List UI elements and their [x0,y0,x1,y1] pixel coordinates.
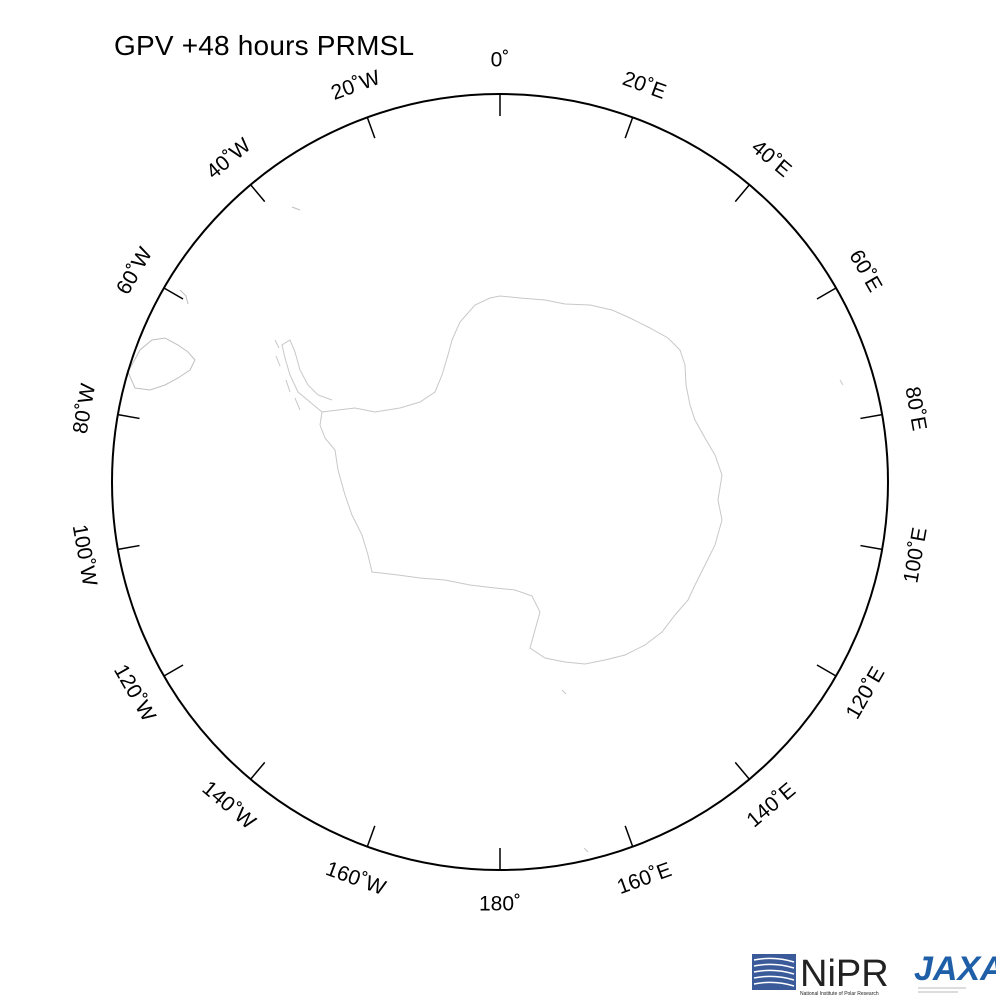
longitude-tick [366,117,376,139]
longitude-tick [163,287,184,300]
longitude-tick [860,544,883,551]
longitude-tick [250,761,266,780]
longitude-tick [163,664,184,677]
southern-south-america [127,337,196,391]
jaxa-logo: JAXA [914,950,996,993]
longitude-labels: 0˚ 20˚E 40˚E 60˚E 80˚E 100˚E 120˚E 140˚E 160˚E 18… [68,49,932,916]
antarctica-continent [319,295,723,665]
longitude-tick [117,413,140,420]
nipr-logo-text: NiPR [800,953,889,995]
longitude-tick [250,184,266,203]
longitude-label: 140˚E [742,778,800,832]
nipr-logo: NiPR National Institute of Polar Researc… [752,953,889,997]
longitude-tick [117,544,140,551]
longitude-label: 60˚W [112,243,157,298]
peninsula-islands [274,339,301,411]
longitude-label: 140˚W [198,777,260,834]
longitude-tick [860,413,883,420]
longitude-label: 120˚E [841,663,889,723]
longitude-label: 100˚W [68,523,101,588]
antarctic-peninsula [281,339,333,413]
longitude-tick [734,184,750,203]
longitude-label: 20˚E [620,67,670,104]
map-frame [111,93,889,871]
longitude-label: 80˚W [69,382,100,436]
longitude-tick [624,825,634,847]
longitude-label: 160˚W [323,857,389,900]
jaxa-logo-text: JAXA [914,950,996,988]
longitude-label: 20˚W [328,66,383,105]
logo-area: NiPR National Institute of Polar Researc… [752,950,996,997]
map-title: GPV +48 hours PRMSL [114,30,415,61]
longitude-tick [734,761,750,780]
map-boundary-circle [111,93,889,871]
longitude-label: 80˚E [900,385,930,433]
small-island [561,379,844,853]
longitude-label: 160˚E [614,858,675,899]
longitude-label: 180˚ [479,893,521,916]
longitude-tick [366,825,376,847]
longitude-tick [816,287,837,300]
south-america-tip [179,206,301,305]
longitude-label: 0˚ [491,49,510,72]
nipr-logo-subtitle: National Institute of Polar Research [800,991,879,997]
longitude-label: 120˚W [109,660,160,725]
longitude-label: 60˚E [844,246,886,296]
longitude-label: 40˚W [202,134,255,184]
longitude-tick [624,117,634,139]
longitude-label: 100˚E [899,526,931,585]
longitude-tick [816,664,837,677]
longitude-label: 40˚E [747,136,796,182]
antarctica-coastline [127,206,844,853]
